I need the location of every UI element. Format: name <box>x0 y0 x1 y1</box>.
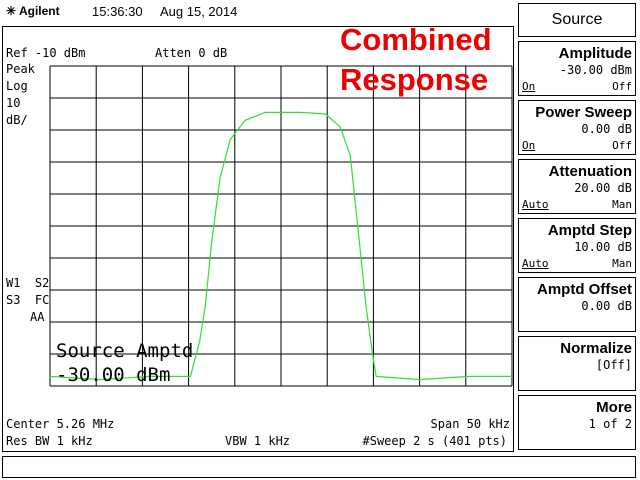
softkey[interactable]: Amptd Step 10.00 dB Auto Man <box>518 218 636 273</box>
flag-line: S3 FC <box>6 293 50 307</box>
menu-title: Source <box>518 3 636 37</box>
overlay-title: Combined <box>340 22 492 57</box>
softkey-label: Normalize <box>560 340 632 357</box>
softkey-value: 1 of 2 <box>588 417 632 431</box>
softkey-value: -30.00 dBm <box>559 63 632 77</box>
softkey[interactable]: Attenuation 20.00 dB Auto Man <box>518 159 636 214</box>
softkey-label: More <box>596 399 632 416</box>
softkey-option: On <box>522 139 536 152</box>
softkey[interactable]: Normalize [Off] <box>518 336 636 391</box>
flag-line: W1 S2 <box>6 276 50 290</box>
softkey-value: 0.00 dB <box>581 299 632 313</box>
source-value: -30.00 dBm <box>56 364 171 386</box>
softkey-option: Man <box>612 198 632 211</box>
status-bar <box>2 456 636 478</box>
screen-frame <box>2 26 514 452</box>
softkey[interactable]: Power Sweep 0.00 dB On Off <box>518 100 636 155</box>
attenuation: Atten 0 dB <box>155 46 228 60</box>
softkey-option: Off <box>612 139 632 152</box>
softkey[interactable]: More 1 of 2 <box>518 395 636 450</box>
date: Aug 15, 2014 <box>160 4 238 19</box>
softkey-value: [Off] <box>595 358 632 372</box>
grid <box>49 65 513 387</box>
softkey-label: Amplitude <box>558 45 632 62</box>
softkey-label: Power Sweep <box>535 104 632 121</box>
softkey[interactable]: Amplitude -30.00 dBm On Off <box>518 41 636 96</box>
softkey-label: Attenuation <box>548 163 632 180</box>
softkey-option: On <box>522 80 536 93</box>
source-label: Source Amptd <box>56 340 194 362</box>
detector-line: Peak <box>6 62 35 76</box>
softkey-value: 10.00 dB <box>574 240 632 254</box>
softkey-value: 0.00 dB <box>581 122 632 136</box>
time: 15:36:30 <box>92 4 143 19</box>
softkey-value: 20.00 dB <box>574 181 632 195</box>
logo: ✳ Agilent <box>6 4 60 18</box>
softkey-option: Auto <box>522 198 549 211</box>
center: Center 5.26 MHz <box>6 417 115 431</box>
overlay-title: Response <box>340 62 489 97</box>
softkey-option: Off <box>612 80 632 93</box>
detector-line: 10 <box>6 96 21 110</box>
brand: Agilent <box>18 4 60 18</box>
softkey-label: Amptd Step <box>547 222 632 239</box>
detector-line: Log <box>6 79 28 93</box>
softkey-option: Auto <box>522 257 549 270</box>
detector-line: dB/ <box>6 113 28 127</box>
sweep: #Sweep 2 s (401 pts) <box>362 434 508 448</box>
flag-line: AA <box>30 310 45 324</box>
rbw: Res BW 1 kHz <box>6 434 93 448</box>
softkey-label: Amptd Offset <box>537 281 632 298</box>
ref-level: Ref -10 dBm <box>6 46 86 60</box>
trace <box>49 111 512 381</box>
softkey-option: Man <box>612 257 632 270</box>
softkey[interactable]: Amptd Offset 0.00 dB <box>518 277 636 332</box>
span: Span 50 kHz <box>430 417 510 431</box>
vbw: VBW 1 kHz <box>225 434 291 448</box>
